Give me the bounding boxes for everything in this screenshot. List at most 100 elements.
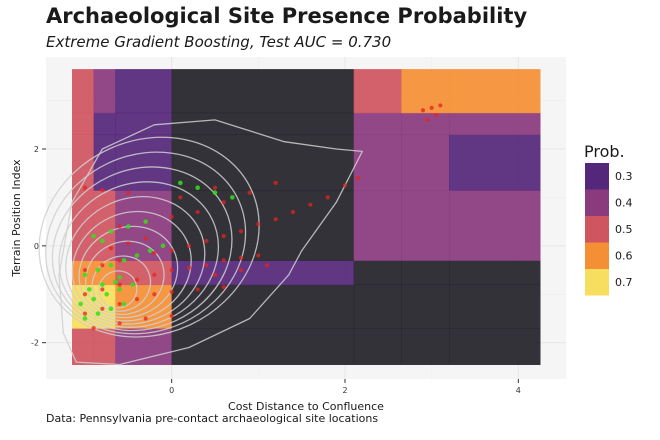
site-point-red <box>355 175 361 181</box>
heatmap-cell <box>93 134 116 191</box>
contour-line <box>38 136 260 338</box>
heatmap-cell <box>171 112 355 135</box>
site-point-red <box>169 267 174 273</box>
legend-swatch <box>585 269 609 296</box>
site-point-red <box>169 248 174 253</box>
site-point-green <box>100 282 105 287</box>
site-point-red <box>273 217 278 222</box>
site-point-red <box>169 289 174 294</box>
contour-line <box>85 240 165 316</box>
legend-label: 0.3 <box>615 170 633 183</box>
site-point-green <box>87 287 92 292</box>
site-point-red <box>152 272 157 277</box>
site-point-green <box>82 272 88 278</box>
heatmap-cell <box>93 69 116 114</box>
site-point-green <box>143 219 148 224</box>
heatmap-cell <box>115 112 173 135</box>
heatmap-cell <box>449 260 541 286</box>
axes: 0 2 4 -2 0 2 <box>31 145 521 395</box>
site-point-green <box>108 262 114 268</box>
site-point-green <box>134 253 140 258</box>
heatmap-cell <box>353 260 402 286</box>
site-point-green <box>121 258 127 263</box>
legend-title: Prob. <box>584 142 625 161</box>
heatmap-cell <box>171 328 355 365</box>
site-point-green <box>95 311 101 316</box>
heatmap-cell <box>401 134 450 191</box>
site-point-green <box>104 291 109 297</box>
site-point-red <box>82 185 88 190</box>
site-point-green <box>178 180 183 186</box>
site-point-red <box>221 258 226 263</box>
site-point-red <box>169 313 174 319</box>
site-point-red <box>429 105 434 110</box>
site-point-red <box>221 284 226 290</box>
heatmap-cell <box>353 112 402 135</box>
site-point-red <box>134 297 140 302</box>
x-axis-label: Cost Distance to Confluence <box>228 400 384 413</box>
site-point-green <box>113 279 118 285</box>
contour-line <box>58 181 220 328</box>
site-point-red <box>247 190 252 195</box>
heatmap-cell <box>115 69 173 114</box>
site-point-red <box>126 190 131 195</box>
heatmap-cell <box>93 328 116 365</box>
site-point-red <box>204 238 209 244</box>
site-point-green <box>147 248 153 253</box>
legend-label: 0.6 <box>615 250 633 263</box>
site-point-red <box>100 306 105 311</box>
heatmap-cell <box>401 112 450 135</box>
site-point-red <box>438 103 443 108</box>
heatmap-cell <box>353 190 402 261</box>
site-point-red <box>238 267 244 273</box>
y-tick-label: -2 <box>31 339 39 348</box>
site-point-green <box>100 238 105 244</box>
heatmap-cell <box>93 112 116 135</box>
site-point-red <box>273 180 278 185</box>
heatmap-cell <box>353 69 402 114</box>
contour-line <box>51 166 233 332</box>
heatmap-cell <box>171 260 355 286</box>
heatmap-cell <box>72 112 95 135</box>
site-point-red <box>290 209 296 215</box>
site-point-green <box>212 190 218 195</box>
heatmap-cell <box>72 69 95 114</box>
site-point-red <box>100 263 105 268</box>
site-point-red <box>143 316 148 321</box>
heatmap-cell <box>353 328 402 365</box>
contour-line <box>71 210 192 322</box>
site-point-green <box>108 229 114 234</box>
site-point-red <box>342 183 348 188</box>
site-point-green <box>91 296 96 302</box>
heatmap-cell <box>401 260 450 286</box>
heatmap-cell <box>401 69 450 114</box>
x-tick-label: 2 <box>342 386 347 395</box>
heatmap-cell <box>401 190 450 261</box>
site-point-red <box>117 258 122 263</box>
site-point-red <box>117 224 122 229</box>
site-point-green <box>130 282 135 287</box>
site-point-red <box>264 263 270 268</box>
legend-swatch <box>585 163 609 190</box>
site-point-red <box>195 287 200 292</box>
legend: Prob. 0.3 0.4 0.5 0.6 0.7 <box>584 142 633 296</box>
heatmap-cell <box>449 284 541 329</box>
site-point-red <box>212 272 218 277</box>
heatmap-cell <box>449 134 541 191</box>
legend-label: 0.7 <box>615 276 633 289</box>
contour-line <box>91 255 152 312</box>
site-point-red <box>204 263 209 268</box>
legend-swatch <box>585 216 609 243</box>
heatmap-cell <box>72 328 95 365</box>
site-point-green <box>117 287 122 292</box>
site-point-red <box>425 117 430 123</box>
site-point-red <box>433 113 439 118</box>
site-point-red <box>256 253 261 258</box>
contour-line <box>98 270 138 309</box>
heatmap-cell <box>449 190 541 261</box>
contour-outer <box>58 119 363 366</box>
heatmap-cell <box>401 328 450 365</box>
site-point-red <box>195 209 200 215</box>
site-point-red <box>82 267 88 273</box>
site-point-red <box>325 195 330 200</box>
